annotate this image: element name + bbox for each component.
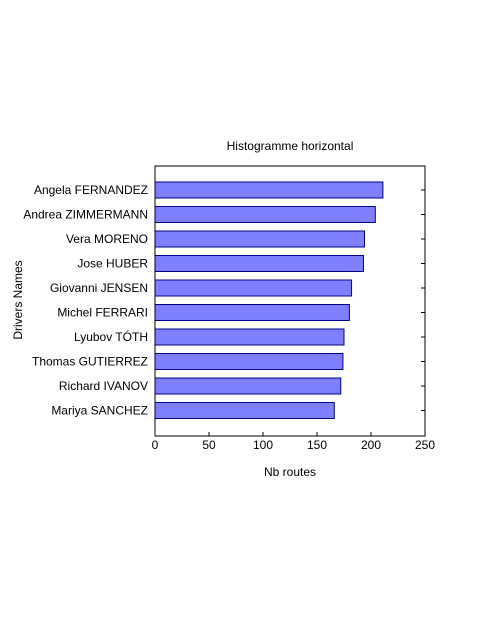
y-tick-label: Michel FERRARI bbox=[57, 306, 148, 320]
x-tick-label: 100 bbox=[253, 438, 273, 452]
y-tick-label: Thomas GUTIERREZ bbox=[32, 355, 148, 369]
x-tick-label: 200 bbox=[361, 438, 381, 452]
x-tick-label: 150 bbox=[307, 438, 327, 452]
y-tick-label: Richard IVANOV bbox=[59, 379, 148, 393]
bar bbox=[154, 279, 353, 297]
y-tick-label: Angela FERNANDEZ bbox=[34, 183, 148, 197]
bar bbox=[154, 181, 384, 199]
bar bbox=[154, 328, 345, 346]
y-tick-label: Lyubov TÓTH bbox=[74, 329, 148, 344]
y-axis-label: Drivers Names bbox=[11, 260, 25, 339]
bar bbox=[154, 353, 344, 370]
y-tick-label: Giovanni JENSEN bbox=[50, 281, 148, 295]
y-tick-label: Mariya SANCHEZ bbox=[51, 404, 148, 418]
bar bbox=[154, 304, 350, 321]
y-tick-label: Vera MORENO bbox=[66, 232, 148, 246]
y-tick-label: Andrea ZIMMERMANN bbox=[23, 208, 148, 222]
y-tick-labels: Angela FERNANDEZ Andrea ZIMMERMANN Vera MO… bbox=[23, 183, 148, 418]
y-tick-label: Jose HUBER bbox=[77, 257, 148, 271]
chart-title: Histogramme horizontal bbox=[227, 139, 354, 153]
bar bbox=[154, 402, 335, 419]
x-tick-label: 250 bbox=[415, 438, 435, 452]
bar bbox=[154, 230, 366, 248]
bar bbox=[154, 255, 364, 272]
bar bbox=[154, 206, 376, 223]
plot-frame bbox=[154, 165, 426, 437]
bar bbox=[154, 377, 342, 395]
x-tick-label: 0 bbox=[152, 438, 159, 452]
x-tick-label: 50 bbox=[202, 438, 216, 452]
bars-group bbox=[154, 181, 384, 419]
x-axis-label: Nb routes bbox=[264, 465, 316, 479]
